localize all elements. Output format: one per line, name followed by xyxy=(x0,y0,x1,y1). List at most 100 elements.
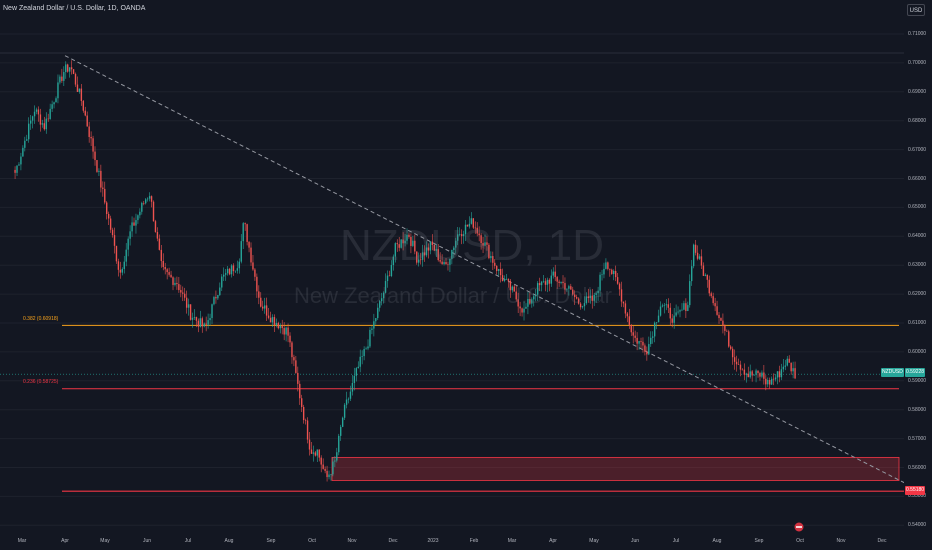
candle[interactable] xyxy=(480,235,482,244)
candle[interactable] xyxy=(386,275,389,282)
candle[interactable] xyxy=(472,218,475,228)
candle[interactable] xyxy=(751,371,753,376)
candle[interactable] xyxy=(418,259,420,263)
candle[interactable] xyxy=(496,265,498,271)
candle[interactable] xyxy=(51,104,53,109)
candle[interactable] xyxy=(786,358,788,366)
candle[interactable] xyxy=(45,118,47,130)
candle[interactable] xyxy=(349,391,352,399)
candle[interactable] xyxy=(47,118,49,120)
candle[interactable] xyxy=(90,136,92,139)
candle[interactable] xyxy=(359,356,361,367)
candle[interactable] xyxy=(318,449,320,458)
candle[interactable] xyxy=(663,305,666,306)
candle[interactable] xyxy=(201,318,203,327)
candle[interactable] xyxy=(445,262,447,265)
candle[interactable] xyxy=(22,147,24,157)
candle[interactable] xyxy=(462,234,465,237)
candle[interactable] xyxy=(330,474,332,475)
candle[interactable] xyxy=(375,318,377,322)
candle[interactable] xyxy=(238,261,241,269)
candle[interactable] xyxy=(794,368,796,379)
candlestick-chart[interactable] xyxy=(0,0,904,530)
candle[interactable] xyxy=(365,348,367,350)
candle[interactable] xyxy=(203,323,205,327)
candle[interactable] xyxy=(277,323,280,329)
candle[interactable] xyxy=(289,335,291,343)
candle[interactable] xyxy=(33,111,36,117)
candle[interactable] xyxy=(640,341,642,342)
candle[interactable] xyxy=(687,305,689,311)
candle[interactable] xyxy=(441,261,443,265)
candle[interactable] xyxy=(486,242,488,245)
candle[interactable] xyxy=(455,240,457,248)
candle[interactable] xyxy=(570,286,572,290)
candle[interactable] xyxy=(626,313,629,317)
candle[interactable] xyxy=(392,256,395,266)
candle[interactable] xyxy=(316,449,319,456)
candle[interactable] xyxy=(384,281,387,293)
candle[interactable] xyxy=(466,224,469,227)
candle[interactable] xyxy=(402,239,404,244)
candle[interactable] xyxy=(728,331,730,347)
candle[interactable] xyxy=(219,287,221,296)
candle[interactable] xyxy=(146,198,149,200)
candle[interactable] xyxy=(262,306,264,309)
candle[interactable] xyxy=(671,318,673,323)
candle[interactable] xyxy=(453,247,455,251)
candle[interactable] xyxy=(552,271,554,276)
candle[interactable] xyxy=(187,304,190,308)
candle[interactable] xyxy=(86,115,88,127)
candle[interactable] xyxy=(390,265,393,276)
candle[interactable] xyxy=(492,256,494,263)
candle[interactable] xyxy=(739,364,742,370)
candle[interactable] xyxy=(425,247,428,256)
candle[interactable] xyxy=(191,317,194,320)
candle[interactable] xyxy=(256,276,258,292)
candle[interactable] xyxy=(310,449,313,454)
candle[interactable] xyxy=(765,378,767,385)
candle[interactable] xyxy=(24,140,26,148)
candle[interactable] xyxy=(412,240,414,246)
candle[interactable] xyxy=(431,241,434,245)
candle[interactable] xyxy=(49,108,51,120)
candle[interactable] xyxy=(332,461,334,475)
candle[interactable] xyxy=(714,303,716,307)
candle[interactable] xyxy=(373,321,375,329)
candle[interactable] xyxy=(100,170,102,188)
candle[interactable] xyxy=(125,249,127,262)
candle[interactable] xyxy=(406,234,408,241)
candle[interactable] xyxy=(607,262,609,269)
candle[interactable] xyxy=(221,276,223,288)
candle[interactable] xyxy=(357,366,359,369)
candle[interactable] xyxy=(341,417,344,427)
candle[interactable] xyxy=(638,341,640,344)
candle[interactable] xyxy=(135,220,137,226)
candle[interactable] xyxy=(258,291,260,298)
candle[interactable] xyxy=(78,88,81,92)
candle[interactable] xyxy=(217,295,219,299)
candle[interactable] xyxy=(562,281,564,284)
candle[interactable] xyxy=(675,312,677,316)
candle[interactable] xyxy=(761,372,763,377)
candle[interactable] xyxy=(759,373,761,377)
candle[interactable] xyxy=(763,372,765,379)
candle[interactable] xyxy=(419,259,422,261)
candle[interactable] xyxy=(301,398,303,407)
candle[interactable] xyxy=(546,279,549,285)
trendline[interactable] xyxy=(64,55,904,492)
candle[interactable] xyxy=(429,241,432,251)
candle[interactable] xyxy=(439,260,441,262)
candle[interactable] xyxy=(334,460,336,462)
candle[interactable] xyxy=(730,346,732,349)
tradingview-logo-icon[interactable] xyxy=(792,522,806,532)
candle[interactable] xyxy=(416,251,418,263)
candle[interactable] xyxy=(260,297,262,307)
candle[interactable] xyxy=(158,238,161,250)
time-axis[interactable]: Mar Apr May Jun Jul Aug Sep Oct Nov Dec 2023 Feb Mar… xyxy=(0,530,904,550)
candle[interactable] xyxy=(564,283,566,290)
candle[interactable] xyxy=(724,325,726,331)
candle[interactable] xyxy=(244,223,246,225)
candle[interactable] xyxy=(18,164,20,166)
candle[interactable] xyxy=(609,268,611,270)
